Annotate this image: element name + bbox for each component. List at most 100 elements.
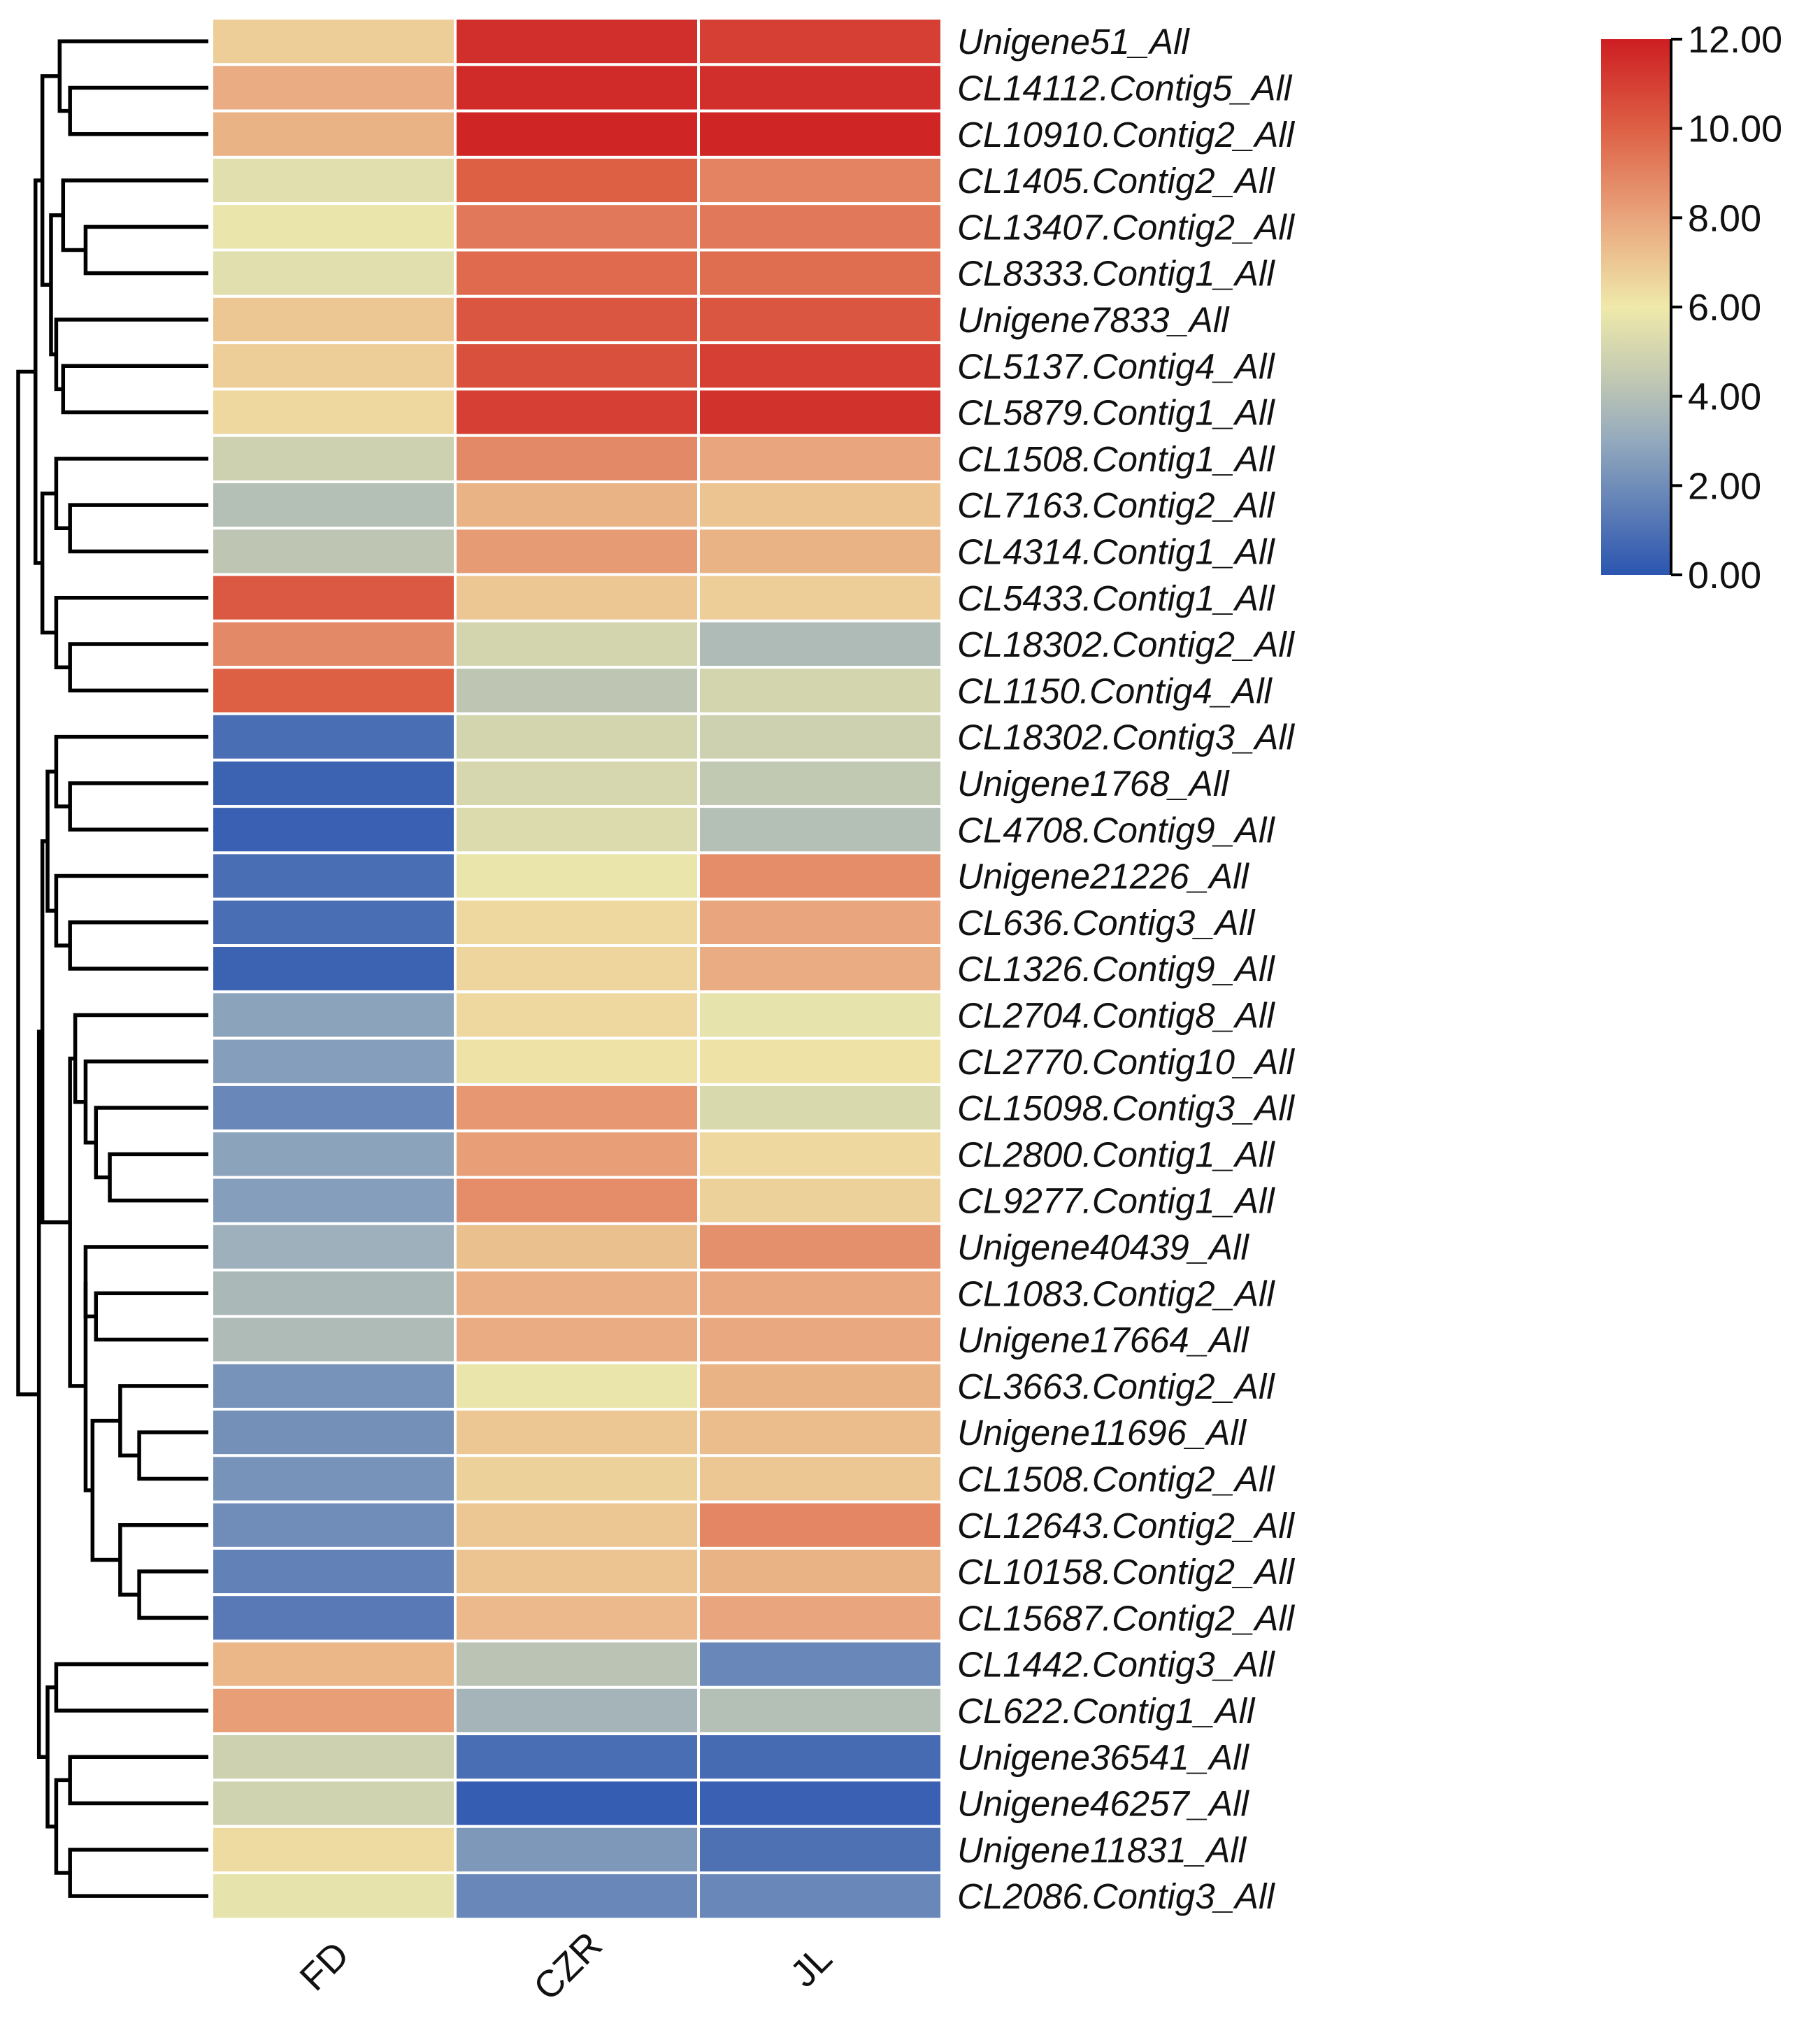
heatmap-cell bbox=[454, 109, 700, 159]
row-label: CL8333.Contig1_All bbox=[957, 254, 1275, 294]
column-labels: FD CZR JL bbox=[292, 1924, 840, 2009]
heatmap-cell bbox=[454, 1176, 700, 1225]
dendrogram-branch bbox=[54, 1778, 71, 1875]
row-label: CL12643.Contig2_All bbox=[957, 1506, 1296, 1546]
heatmap-cell bbox=[210, 1732, 457, 1782]
row-label: CL15098.Contig3_All bbox=[957, 1088, 1296, 1128]
dendrogram-branch bbox=[83, 1060, 208, 1145]
row-label: Unigene40439_All bbox=[957, 1227, 1250, 1267]
dendrogram-branch bbox=[54, 318, 208, 392]
heatmap-cell bbox=[210, 990, 457, 1040]
row-label: CL13407.Contig2_All bbox=[957, 207, 1296, 247]
heatmap-cell bbox=[697, 1315, 943, 1364]
heatmap-cell bbox=[210, 109, 457, 159]
heatmap-cell bbox=[454, 1825, 700, 1874]
heatmap-cell bbox=[697, 897, 943, 947]
heatmap-cell bbox=[697, 63, 943, 113]
row-label: Unigene17664_All bbox=[957, 1320, 1250, 1360]
dendrogram-branch bbox=[45, 1685, 57, 1829]
heatmap-cell bbox=[454, 619, 700, 669]
heatmap-cell bbox=[697, 155, 943, 206]
dendrogram-branch bbox=[118, 1384, 208, 1458]
heatmap-cell bbox=[697, 1036, 943, 1086]
dendrogram-branch bbox=[68, 642, 208, 693]
heatmap-cell bbox=[697, 1825, 943, 1874]
row-label: CL7163.Contig2_All bbox=[957, 485, 1275, 525]
heatmap-cell bbox=[454, 387, 700, 437]
heatmap-cell bbox=[697, 1269, 943, 1318]
heatmap-cell bbox=[697, 1361, 943, 1411]
heatmap-cell bbox=[454, 480, 700, 530]
heatmap-cell bbox=[454, 1408, 700, 1457]
column-label: JL bbox=[782, 1937, 840, 1995]
heatmap-cell bbox=[454, 573, 700, 622]
heatmap-cell bbox=[454, 527, 700, 576]
heatmap-cell bbox=[697, 1176, 943, 1225]
row-label: CL4314.Contig1_All bbox=[957, 532, 1275, 571]
colorbar: 12.00 10.00 8.00 6.00 4.00 2.00 0.00 bbox=[1601, 19, 1782, 597]
heatmap-cell bbox=[697, 990, 943, 1040]
heatmap-cell bbox=[454, 248, 700, 298]
row-label: Unigene7833_All bbox=[957, 300, 1230, 340]
dendrogram-branch bbox=[45, 769, 57, 913]
heatmap-cell bbox=[454, 712, 700, 762]
row-label: Unigene1768_All bbox=[957, 764, 1230, 804]
colorbar-gradient bbox=[1601, 39, 1671, 575]
dendrogram-branch bbox=[83, 224, 208, 276]
heatmap-cell bbox=[210, 1454, 457, 1504]
heatmap-cell bbox=[697, 434, 943, 484]
heatmap-cell bbox=[454, 1129, 700, 1179]
colorbar-tick-label: 10.00 bbox=[1688, 108, 1782, 150]
row-label: CL3663.Contig2_All bbox=[957, 1367, 1275, 1406]
dendrogram-branch bbox=[40, 491, 57, 635]
heatmap-cell bbox=[210, 1500, 457, 1550]
heatmap-cell bbox=[210, 434, 457, 484]
dendrogram-branch bbox=[137, 1569, 208, 1620]
heatmap-cell bbox=[697, 666, 943, 715]
dendrogram-branch bbox=[54, 734, 208, 808]
row-label: CL2704.Contig8_All bbox=[957, 995, 1275, 1035]
heatmap-cell bbox=[210, 851, 457, 901]
heatmap-cell bbox=[697, 1129, 943, 1179]
heatmap-cell bbox=[454, 341, 700, 391]
heatmap-cell bbox=[454, 1361, 700, 1411]
heatmap-cell bbox=[697, 758, 943, 808]
row-label: Unigene46257_All bbox=[957, 1784, 1250, 1824]
heatmap-cell bbox=[210, 1315, 457, 1364]
row-label: CL2770.Contig10_All bbox=[957, 1042, 1296, 1082]
heatmap-cell bbox=[697, 712, 943, 762]
colorbar-tick-label: 6.00 bbox=[1688, 287, 1761, 329]
heatmap-cell bbox=[697, 17, 943, 66]
colorbar-tick-label: 8.00 bbox=[1688, 197, 1761, 239]
heatmap-cell bbox=[454, 897, 700, 947]
row-label: CL14112.Contig5_All bbox=[957, 68, 1293, 108]
heatmap-cell bbox=[697, 248, 943, 298]
heatmap-cell bbox=[210, 666, 457, 715]
dendrogram-branch bbox=[68, 781, 208, 832]
dendrogram-branch bbox=[94, 1291, 208, 1342]
dendrogram-branch bbox=[68, 1056, 86, 1388]
heatmap-cell bbox=[697, 1500, 943, 1550]
row-label: Unigene11696_All bbox=[957, 1413, 1247, 1453]
heatmap-cell bbox=[697, 341, 943, 391]
heatmap-cell bbox=[697, 1083, 943, 1133]
heatmap-cell bbox=[210, 480, 457, 530]
heatmap-cell bbox=[454, 202, 700, 252]
row-label: CL18302.Contig3_All bbox=[957, 718, 1296, 757]
dendrogram-branch bbox=[68, 920, 208, 971]
dendrogram-branch bbox=[40, 839, 71, 1225]
heatmap-cell bbox=[210, 387, 457, 437]
column-label: CZR bbox=[526, 1924, 610, 2009]
heatmap-cell bbox=[210, 1083, 457, 1133]
heatmap-cell bbox=[454, 1778, 700, 1828]
colorbar-tick-label: 4.00 bbox=[1688, 376, 1761, 418]
heatmap-cell bbox=[210, 527, 457, 576]
row-label: CL10158.Contig2_All bbox=[957, 1552, 1296, 1592]
heatmap-cell bbox=[210, 155, 457, 206]
heatmap-cell bbox=[454, 805, 700, 855]
heatmap-cell bbox=[697, 1593, 943, 1643]
heatmap-cell bbox=[210, 1036, 457, 1086]
heatmap-cell bbox=[210, 202, 457, 252]
heatmap-cell bbox=[210, 294, 457, 345]
heatmap-cell bbox=[697, 619, 943, 669]
